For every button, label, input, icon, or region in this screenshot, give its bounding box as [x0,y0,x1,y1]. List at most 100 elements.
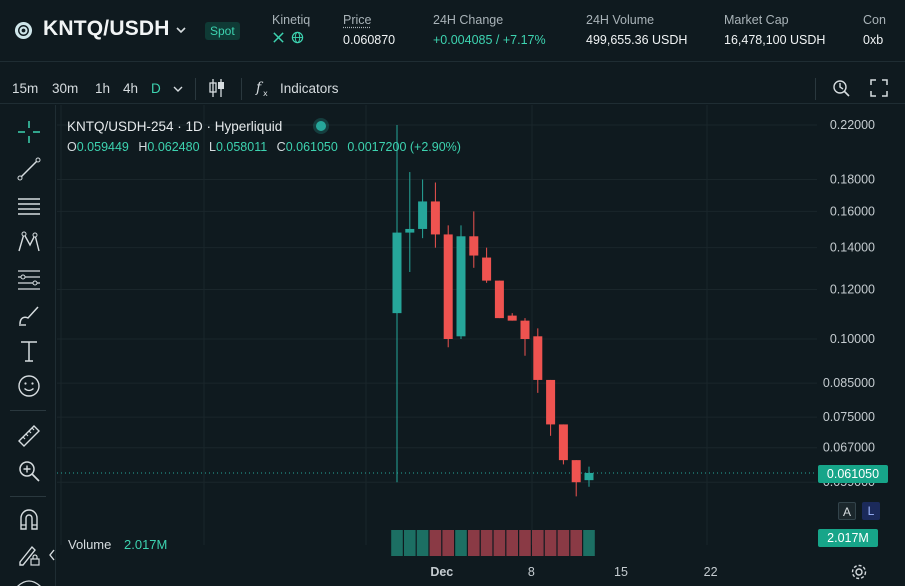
eye-icon[interactable] [16,573,42,586]
fullscreen-icon[interactable] [869,78,889,98]
candle-body [482,257,492,281]
volume-bar [493,530,506,556]
volume-bar [429,530,442,556]
chart-legend-title: KNTQ/USDH-254 · 1D · Hyperliquid [67,119,282,134]
price-tick-label: 0.16000 [830,204,875,218]
token-info: Kinetiq [272,13,310,44]
time-axis[interactable]: Dec 8 15 22 [430,565,717,579]
toolbar-divider [241,78,242,100]
candle-body [507,315,517,321]
change-stat: 24H Change +0.004085 / +7.17% [433,13,546,47]
stat-label: Price [343,13,372,27]
timeframe-4h[interactable]: 4h [123,81,139,96]
globe-icon[interactable] [291,31,304,44]
trend-line-icon[interactable] [16,156,42,182]
price-stat: Price 0.060870 [343,13,395,47]
price-tick-label: 0.12000 [830,283,875,297]
drawing-tools-sidebar [0,105,56,586]
price-chart[interactable]: 0.22000 0.18000 0.16000 0.14000 0.12000 0.100… [57,105,905,586]
emoji-icon[interactable] [16,373,42,399]
volume-value: 2.017M [124,537,168,552]
toolbar-divider [815,78,816,100]
candle-body [430,201,440,235]
change-value: 0.0017200 (+2.90%) [347,140,461,154]
volume-bar [570,530,582,556]
current-price-tag: 0.061050 [818,465,888,483]
timeframe-15m[interactable]: 15m [12,81,39,96]
open-label: O [67,140,77,154]
toolbar-divider [195,78,196,100]
pattern-tool-icon[interactable] [16,229,42,255]
candle-body [520,320,530,339]
high-value: 0.062480 [147,140,200,154]
tools-divider [10,410,46,411]
stat-value: 0.060870 [343,33,396,47]
volume-bar [480,530,493,556]
crosshair-icon[interactable] [16,119,42,145]
candlestick-chart[interactable]: 0.22000 0.18000 0.16000 0.14000 0.12000 0.100… [57,105,905,586]
svg-text:f: f [255,80,264,96]
price-tick-label: 0.14000 [830,241,875,255]
magnet-icon[interactable] [16,507,42,533]
time-tick-label: 15 [614,565,628,579]
stat-label: 24H Volume [586,13,655,27]
timeframe-1d[interactable]: D [151,81,161,96]
x-icon[interactable] [272,31,285,44]
volume-layer [391,530,595,556]
candle-type-icon[interactable] [207,77,227,99]
price-tick-label: 0.067000 [823,441,875,455]
brush-icon[interactable] [16,302,42,328]
price-tick-label: 0.18000 [830,172,875,186]
volume-label: Volume [68,537,112,552]
horizontal-lines-icon[interactable] [16,193,42,219]
candle-body [405,228,415,233]
volume-bar [506,530,518,556]
open-value: 0.059449 [76,140,129,154]
candle-body [558,424,568,461]
candle-body [571,460,581,483]
draw-lock-icon[interactable] [16,542,42,568]
chevron-down-icon[interactable] [174,23,188,37]
candle-body [546,379,556,425]
chart-settings-gear-icon[interactable] [850,563,868,581]
market-type-badge: Spot [205,22,240,40]
ohlc-legend: O0.059449 H0.062480 L0.058011 C0.061050 … [67,140,467,154]
zoom-in-icon[interactable] [16,458,42,484]
collapse-sidebar-icon[interactable] [47,548,57,562]
timeframe-30m[interactable]: 30m [52,81,79,96]
volume-bar [583,530,595,556]
volume-bar [544,530,557,556]
timeframe-dropdown-icon[interactable] [172,83,184,95]
pair-selector[interactable]: KNTQ/USDH [43,17,170,40]
stat-value: 499,655.36 USDH [586,33,688,47]
text-tool-icon[interactable] [16,338,42,364]
volume-bar [557,530,570,556]
volume-bar [391,530,403,556]
candle-body [469,236,479,256]
time-tick-label: Dec [430,565,453,579]
price-tick-label: 0.085000 [823,376,875,390]
indicators-icon[interactable]: f x [255,78,273,98]
log-scale-button[interactable]: L [862,502,880,520]
volume-bar [519,530,531,556]
indicators-button[interactable]: Indicators [280,81,339,96]
symbol-title: KNTQ/USDH-254 · 1D · Hyperliquid [67,119,283,134]
stat-label: Market Cap [724,13,789,27]
stat-value: +0.004085 / +7.17% [433,33,546,47]
stat-value: 16,478,100 USDH [724,33,826,47]
candle-body [418,201,428,229]
volume-stat: 24H Volume 499,655.36 USDH [586,13,687,47]
price-axis[interactable]: 0.22000 0.18000 0.16000 0.14000 0.12000 0.100… [823,118,875,489]
volume-bar [416,530,429,556]
low-value: 0.058011 [215,140,268,154]
ruler-icon[interactable] [16,423,42,449]
timeframe-1h[interactable]: 1h [95,81,111,96]
stat-value[interactable]: 0xb [863,33,884,47]
screenshot-icon[interactable] [830,77,852,99]
close-value: 0.061050 [285,140,338,154]
candle-body [584,472,594,481]
fib-retracement-icon[interactable] [16,266,42,292]
token-logo-icon [14,21,33,40]
auto-scale-button[interactable]: A [838,502,856,520]
volume-bar [455,530,467,556]
